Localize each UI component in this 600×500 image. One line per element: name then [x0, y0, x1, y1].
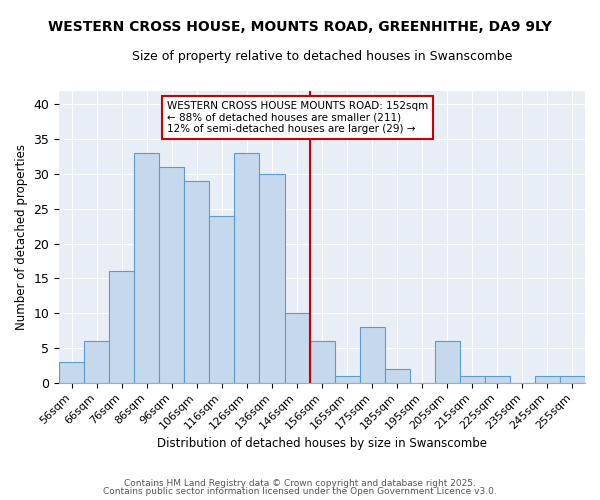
Bar	[435, 341, 460, 383]
Text: WESTERN CROSS HOUSE MOUNTS ROAD: 152sqm
← 88% of detached houses are smaller (21: WESTERN CROSS HOUSE MOUNTS ROAD: 152sqm …	[167, 101, 428, 134]
Text: WESTERN CROSS HOUSE, MOUNTS ROAD, GREENHITHE, DA9 9LY: WESTERN CROSS HOUSE, MOUNTS ROAD, GREENH…	[48, 20, 552, 34]
Title: Size of property relative to detached houses in Swanscombe: Size of property relative to detached ho…	[132, 50, 512, 63]
Bar	[385, 369, 410, 383]
Bar	[284, 313, 310, 383]
Text: Contains public sector information licensed under the Open Government Licence v3: Contains public sector information licen…	[103, 487, 497, 496]
Bar	[160, 167, 184, 383]
X-axis label: Distribution of detached houses by size in Swanscombe: Distribution of detached houses by size …	[157, 437, 487, 450]
Bar	[335, 376, 359, 383]
Bar	[134, 153, 160, 383]
Bar	[485, 376, 510, 383]
Bar	[84, 341, 109, 383]
Bar	[184, 181, 209, 383]
Bar	[560, 376, 585, 383]
Bar	[209, 216, 235, 383]
Bar	[259, 174, 284, 383]
Text: Contains HM Land Registry data © Crown copyright and database right 2025.: Contains HM Land Registry data © Crown c…	[124, 478, 476, 488]
Bar	[535, 376, 560, 383]
Bar	[359, 327, 385, 383]
Y-axis label: Number of detached properties: Number of detached properties	[15, 144, 28, 330]
Bar	[109, 272, 134, 383]
Bar	[310, 341, 335, 383]
Bar	[460, 376, 485, 383]
Bar	[59, 362, 84, 383]
Bar	[235, 153, 259, 383]
